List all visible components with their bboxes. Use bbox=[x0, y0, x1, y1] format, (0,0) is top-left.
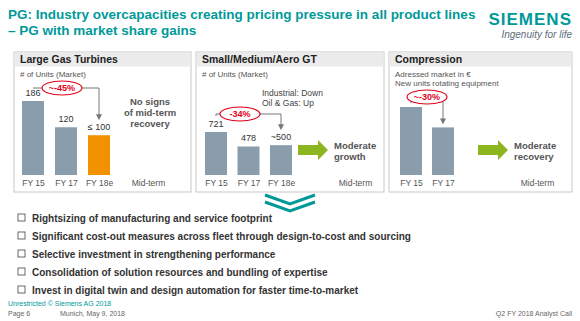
bullet-text: Selective investment in strengthening pe… bbox=[32, 249, 276, 260]
chart-title: Large Gas Turbines bbox=[20, 53, 118, 65]
footer-page: Page 6 bbox=[8, 310, 30, 318]
tick: FY 15 bbox=[22, 175, 45, 188]
bullet-text: Invest in digital twin and design automa… bbox=[32, 285, 359, 296]
data-label: ~500 bbox=[271, 132, 291, 142]
outlook-text: Moderate bbox=[334, 140, 376, 151]
x-axis: FY 15 FY 17 FY 18e Mid-term bbox=[22, 175, 165, 188]
bullet-text: Rightsizing of manufacturing and service… bbox=[32, 213, 273, 224]
outlook-text: growth bbox=[334, 151, 366, 162]
bar bbox=[22, 101, 44, 175]
tick-label: FY 18e bbox=[268, 178, 296, 188]
tick-label: Mid-term bbox=[132, 178, 166, 188]
segment-note: Oil & Gas: Up bbox=[262, 98, 314, 108]
change-oval bbox=[42, 81, 82, 95]
background bbox=[0, 0, 580, 321]
tick: FY 18e bbox=[268, 175, 296, 188]
footer-date: Munich, May 9, 2018 bbox=[60, 310, 125, 318]
title: PG: Industry overcapacities creating pri… bbox=[8, 7, 475, 38]
outlook-text: No signs bbox=[130, 96, 170, 107]
panel: Small/Medium/Aero GT # of Units (Market) 7… bbox=[196, 52, 384, 192]
chart-subtitle: # of Units (Market) bbox=[20, 70, 86, 79]
tick: FY 17 bbox=[432, 175, 455, 188]
tick-label: FY 15 bbox=[400, 178, 423, 188]
tick: FY 18e bbox=[86, 175, 114, 188]
tick: Mid-term bbox=[132, 175, 166, 188]
bar bbox=[238, 146, 260, 175]
chart-subtitle: Adressed market in € bbox=[395, 70, 471, 79]
data-label: 721 bbox=[208, 119, 223, 129]
outlook-text: Moderate bbox=[514, 140, 556, 151]
footer-event: Q2 FY 2018 Analyst Call bbox=[496, 310, 573, 318]
bullet-box bbox=[18, 268, 25, 275]
chart-subtitle: New units rotating equipment bbox=[395, 79, 499, 88]
tick-label: FY 17 bbox=[432, 178, 455, 188]
data-label: ≤ 100 bbox=[88, 122, 110, 132]
change-oval bbox=[220, 107, 260, 121]
bar bbox=[270, 145, 292, 175]
tick-label: FY 17 bbox=[238, 178, 261, 188]
tagline: Ingenuity for life bbox=[501, 29, 572, 40]
bar bbox=[55, 127, 77, 175]
tick: Mid-term bbox=[521, 175, 555, 188]
tick: FY 15 bbox=[205, 175, 228, 188]
bar bbox=[400, 107, 422, 175]
change-label: -34% bbox=[229, 109, 250, 119]
tick: FY 17 bbox=[238, 175, 261, 188]
bullet-text: Significant cost-out measures across fle… bbox=[32, 231, 411, 242]
bar bbox=[88, 135, 110, 175]
panel-header bbox=[390, 53, 572, 67]
tick-label: FY 15 bbox=[22, 178, 45, 188]
panel-header bbox=[197, 53, 384, 67]
bar bbox=[432, 127, 454, 175]
bullet-box bbox=[18, 286, 25, 293]
tick-label: FY 18e bbox=[86, 178, 114, 188]
axis-line bbox=[412, 175, 538, 176]
x-axis: FY 15 FY 17 Mid-term bbox=[400, 175, 554, 188]
segment-note: Industrial: Down bbox=[262, 88, 323, 98]
panel: Large Gas Turbines # of Units (Market) 186… bbox=[14, 52, 191, 192]
chevron bbox=[265, 202, 315, 211]
outlook-arrow bbox=[298, 140, 328, 160]
bars bbox=[22, 101, 110, 175]
data-label: 186 bbox=[25, 88, 40, 98]
bars bbox=[205, 132, 292, 175]
tick: FY 15 bbox=[400, 175, 423, 188]
panel-frame bbox=[196, 52, 384, 192]
tick-label: Mid-term bbox=[339, 178, 373, 188]
tick-label: FY 15 bbox=[205, 178, 228, 188]
data-label: 120 bbox=[58, 114, 73, 124]
chevron bbox=[265, 195, 315, 204]
outlook-text: of mid-term bbox=[124, 107, 176, 118]
bullet-box bbox=[18, 250, 25, 257]
outlook-arrow bbox=[478, 140, 508, 160]
chart-subtitle: # of Units (Market) bbox=[202, 70, 268, 79]
bullet-box bbox=[18, 232, 25, 239]
bullet-text: Consolidation of solution resources and … bbox=[32, 267, 328, 278]
change-label: ~-45% bbox=[49, 83, 75, 93]
outlook-text: recovery bbox=[130, 118, 170, 129]
change-label: ~-30% bbox=[414, 92, 440, 102]
axis-line bbox=[34, 175, 149, 176]
tick: FY 17 bbox=[55, 175, 78, 188]
footer-classification: Unrestricted © Siemens AG 2018 bbox=[8, 300, 111, 307]
outlook-text: recovery bbox=[514, 151, 554, 162]
panel-header bbox=[15, 53, 191, 67]
chart-title: Small/Medium/Aero GT bbox=[202, 53, 318, 65]
bar bbox=[205, 132, 227, 175]
slide: PG: Industry overcapacities creating pri… bbox=[0, 0, 580, 321]
tick: Mid-term bbox=[339, 175, 373, 188]
bullet-box bbox=[18, 214, 25, 221]
panel-frame bbox=[14, 52, 191, 192]
chart-title: Compression bbox=[395, 53, 462, 65]
tick-label: FY 17 bbox=[55, 178, 78, 188]
data-label: 478 bbox=[241, 133, 256, 143]
change-oval bbox=[407, 90, 447, 104]
axis-line bbox=[217, 175, 356, 176]
panel: Compression Adressed market in €New units… bbox=[389, 52, 572, 192]
bars bbox=[400, 107, 454, 175]
logo: SIEMENS bbox=[488, 10, 572, 29]
panel-frame bbox=[389, 52, 572, 192]
x-axis: FY 15 FY 17 FY 18e Mid-term bbox=[205, 175, 372, 188]
tick-label: Mid-term bbox=[521, 178, 555, 188]
